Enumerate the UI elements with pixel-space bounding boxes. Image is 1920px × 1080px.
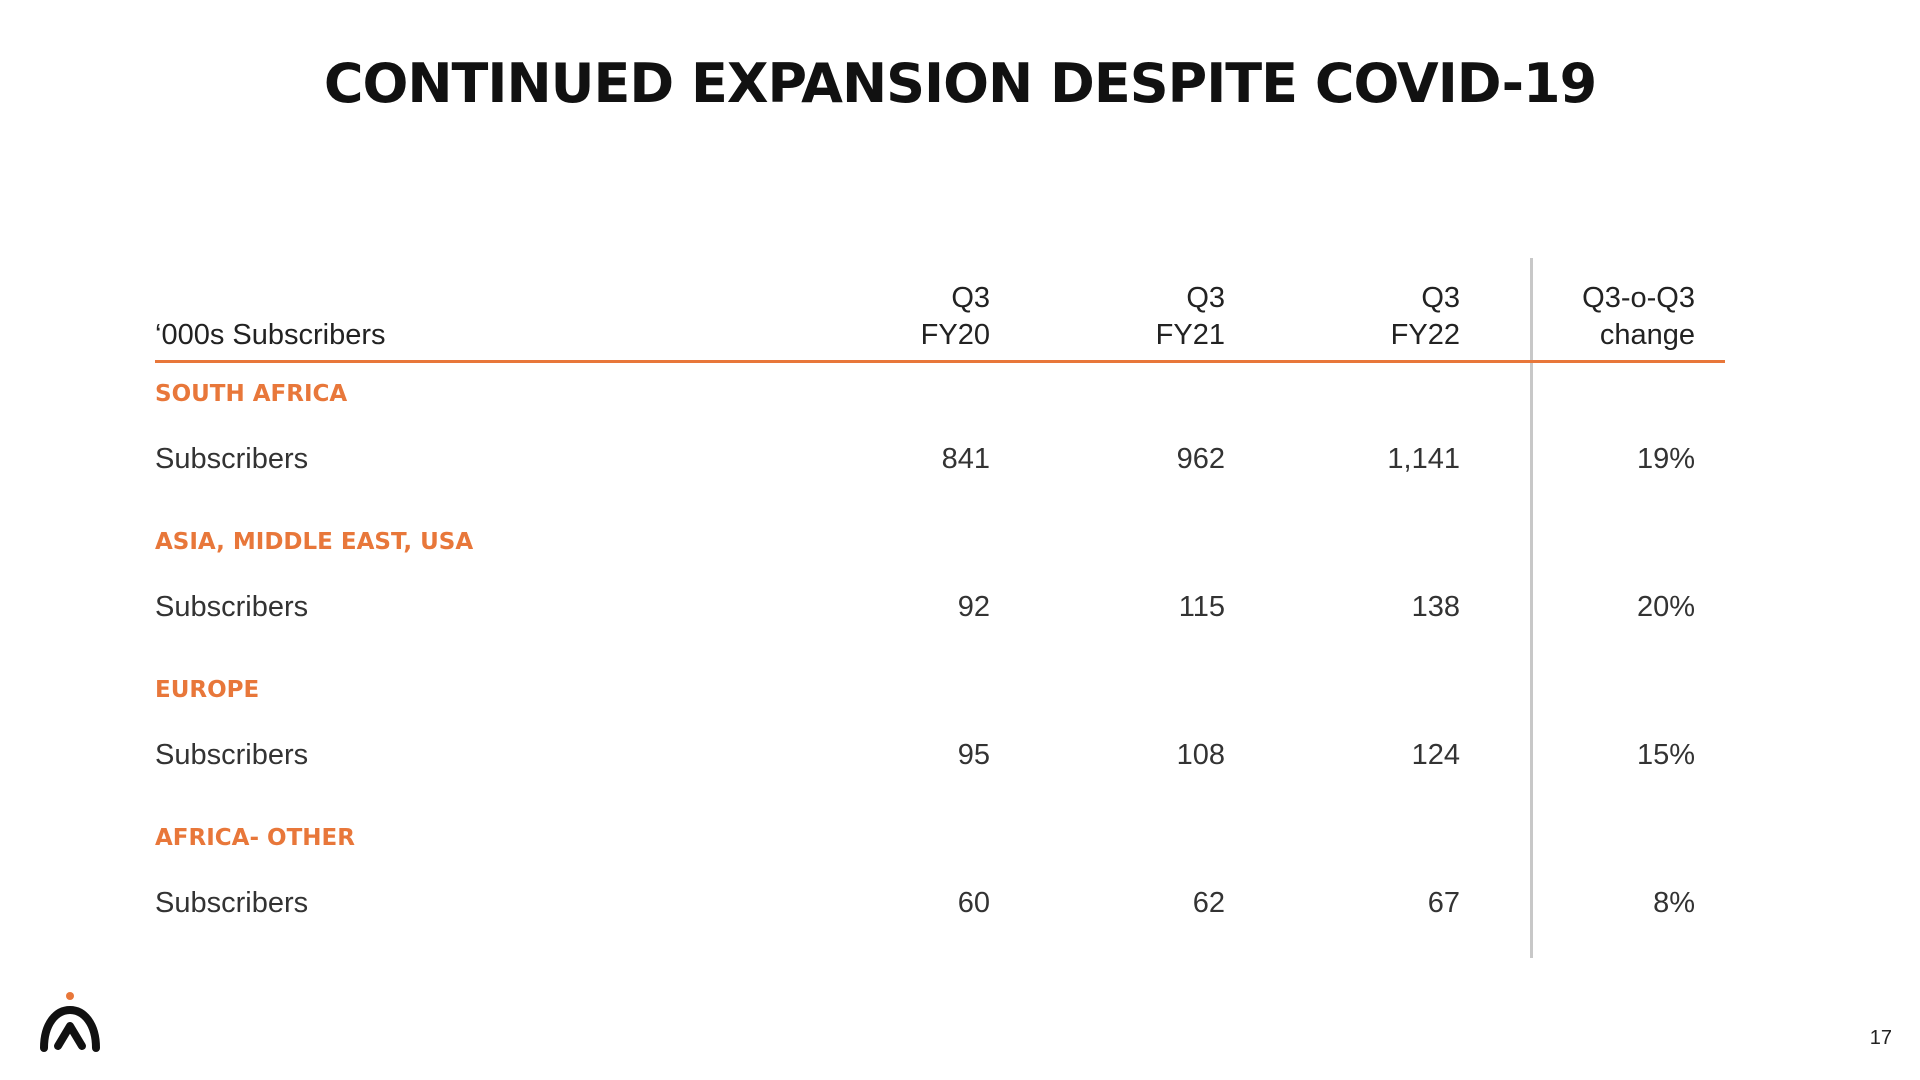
row-label: Subscribers xyxy=(155,443,309,475)
value-q3-fy21: 62 xyxy=(1192,887,1225,919)
value-q3-fy21: 115 xyxy=(1178,591,1225,623)
row-label: Subscribers xyxy=(155,739,309,771)
header-q3-fy22: Q3 FY22 xyxy=(1390,282,1460,351)
region-heading: EUROPE xyxy=(155,677,260,703)
value-change: 15% xyxy=(1636,739,1695,771)
region-heading: SOUTH AFRICA xyxy=(155,381,348,407)
header-q3-fy21: Q3 FY21 xyxy=(1155,282,1225,351)
header-change: Q3-o-Q3 change xyxy=(1582,282,1695,351)
header-label: ‘000s Subscribers xyxy=(155,319,386,351)
value-change: 19% xyxy=(1636,443,1695,475)
region-heading: ASIA, MIDDLE EAST, USA xyxy=(155,529,474,555)
value-q3-fy20: 92 xyxy=(957,591,990,623)
table-row: Subscribers 95 108 124 15% xyxy=(155,717,1725,807)
region-heading: AFRICA- OTHER xyxy=(155,825,355,851)
value-q3-fy22: 67 xyxy=(1427,887,1460,919)
section-south-africa: SOUTH AFRICA Subscribers 841 962 1,141 1… xyxy=(155,367,1725,511)
value-change: 20% xyxy=(1636,591,1695,623)
section-asia-middle-east-usa: ASIA, MIDDLE EAST, USA Subscribers 92 11… xyxy=(155,515,1725,659)
table-header: ‘000s Subscribers Q3 FY20 Q3 FY21 Q3 FY2… xyxy=(155,270,1725,363)
value-q3-fy20: 60 xyxy=(957,887,990,919)
row-label: Subscribers xyxy=(155,591,309,623)
table-row: Subscribers 60 62 67 8% xyxy=(155,865,1725,955)
value-q3-fy20: 841 xyxy=(941,443,990,475)
page-number: 17 xyxy=(1869,1027,1892,1049)
column-divider xyxy=(1530,258,1533,958)
section-europe: EUROPE Subscribers 95 108 124 15% xyxy=(155,663,1725,807)
value-q3-fy22: 1,141 xyxy=(1387,443,1460,475)
slide-title: CONTINUED EXPANSION DESPITE COVID-19 xyxy=(323,52,1597,115)
subscribers-table: ‘000s Subscribers Q3 FY20 Q3 FY21 Q3 FY2… xyxy=(155,270,1725,955)
value-q3-fy21: 962 xyxy=(1176,443,1225,475)
row-label: Subscribers xyxy=(155,887,309,919)
value-q3-fy22: 138 xyxy=(1411,591,1460,623)
header-q3-fy20: Q3 FY20 xyxy=(920,282,990,351)
section-africa-other: AFRICA- OTHER Subscribers 60 62 67 8% xyxy=(155,811,1725,955)
value-q3-fy21: 108 xyxy=(1176,739,1225,771)
value-q3-fy22: 124 xyxy=(1411,739,1460,771)
chevron-peak-logo-icon xyxy=(38,990,102,1054)
value-change: 8% xyxy=(1653,887,1695,919)
table-row: Subscribers 841 962 1,141 19% xyxy=(155,421,1725,511)
table-row: Subscribers 92 115 138 20% xyxy=(155,569,1725,659)
value-q3-fy20: 95 xyxy=(957,739,990,771)
